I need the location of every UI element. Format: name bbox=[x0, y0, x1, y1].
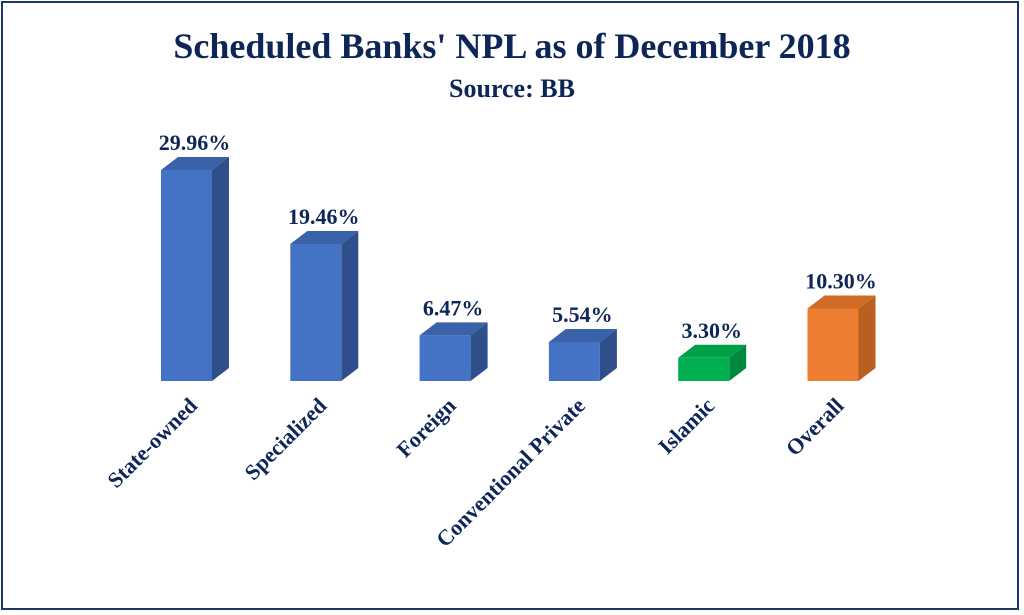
bar-top bbox=[548, 328, 617, 342]
bar-side bbox=[470, 322, 488, 381]
bar bbox=[290, 243, 342, 381]
data-label: 3.30% bbox=[681, 318, 742, 343]
bar-top bbox=[290, 230, 359, 244]
bar bbox=[161, 170, 212, 381]
data-label: 5.54% bbox=[552, 302, 613, 327]
bar-side bbox=[599, 328, 617, 381]
bar bbox=[419, 335, 471, 381]
category-label: Specialized bbox=[239, 393, 331, 485]
category-label: Overall bbox=[781, 393, 849, 461]
category-label: Conventional Private bbox=[431, 393, 590, 552]
bar-top bbox=[678, 344, 747, 358]
category-label: Foreign bbox=[391, 393, 460, 462]
category-label: State-owned bbox=[102, 393, 202, 493]
data-label: 6.47% bbox=[423, 295, 484, 320]
data-label: 29.96% bbox=[159, 130, 231, 155]
data-label: 10.30% bbox=[805, 268, 877, 293]
bar-top bbox=[161, 157, 229, 170]
bar bbox=[548, 341, 600, 381]
chart-title: Scheduled Banks' NPL as of December 2018 bbox=[173, 26, 850, 66]
chart-subtitle: Source: BB bbox=[449, 74, 575, 103]
bar bbox=[807, 308, 859, 381]
bar-top bbox=[419, 322, 488, 336]
bar-top bbox=[807, 295, 876, 309]
data-label: 19.46% bbox=[288, 204, 360, 229]
bar-side bbox=[341, 230, 359, 381]
bar bbox=[678, 357, 730, 381]
bar-side bbox=[729, 344, 747, 381]
bar-side bbox=[212, 157, 229, 381]
category-label: Islamic bbox=[653, 393, 719, 459]
bar-side bbox=[858, 295, 876, 381]
